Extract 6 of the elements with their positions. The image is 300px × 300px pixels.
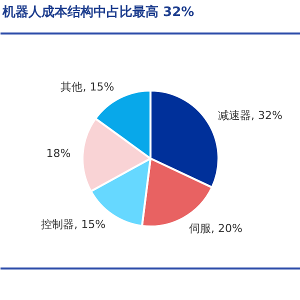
slice-label: 其他, 15% (60, 80, 114, 94)
slice-label: 减速器, 32% (218, 109, 282, 122)
slice-label: 控制器, 15% (41, 218, 106, 232)
slice-label: 伺服, 20% (189, 222, 242, 236)
data-label: 18% (46, 146, 71, 160)
chart-title: 机器人成本结构中占比最高 32% (2, 4, 194, 20)
